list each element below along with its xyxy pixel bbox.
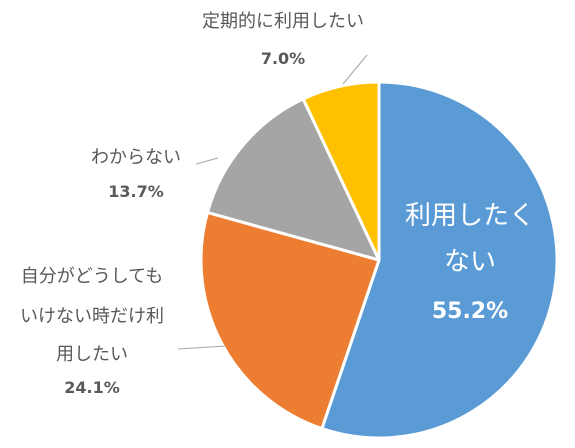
leader-line-1 [177, 345, 227, 350]
leader-line-2 [195, 157, 219, 165]
pie-slice-1 [199, 210, 381, 431]
leader-line-3 [342, 54, 368, 85]
slice-label-0-line-0: 利用したく [405, 201, 535, 231]
slice-label-0-line-1: ない [444, 247, 496, 277]
slice-label-1-line-0: 自分がどうしても [21, 266, 164, 287]
pie-slice-0 [320, 80, 559, 440]
pie-slice-3 [301, 80, 381, 262]
slice-label-1-line-1: いけない時だけ利 [20, 306, 164, 327]
slice-value-2: 13.7% [108, 182, 164, 201]
slice-value-1: 24.1% [64, 378, 120, 397]
slice-label-2-line-0: わからない [91, 147, 181, 168]
slice-value-3: 7.0% [261, 49, 305, 68]
pie-slice-2 [205, 97, 381, 262]
slice-label-3-line-0: 定期的に利用したい [202, 11, 364, 32]
slice-value-0: 55.2% [432, 299, 508, 324]
slice-label-1-line-2: 用したい [56, 344, 128, 365]
